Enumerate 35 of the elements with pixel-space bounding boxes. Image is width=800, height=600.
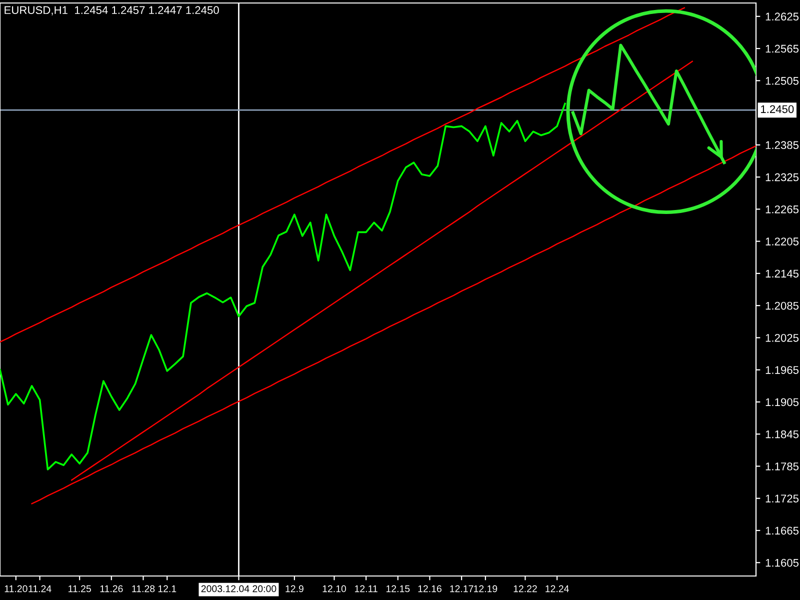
y-tick-label: 1.2625 <box>766 12 799 21</box>
y-tick-label: 1.1905 <box>766 398 799 406</box>
y-tick-label: 1.2025 <box>766 334 799 342</box>
x-tick-label: 12.15 <box>386 585 410 592</box>
y-tick-label: 1.2145 <box>766 270 799 278</box>
y-tick-label: 1.1965 <box>766 366 799 374</box>
x-tick-label: 11.20 <box>4 585 28 592</box>
chart-title: EURUSD,H1 1.2454 1.2457 1.2447 1.2450 <box>4 6 219 16</box>
y-tick-label: 1.1785 <box>766 462 799 470</box>
x-tick-label: 12.24 <box>546 585 569 592</box>
y-tick-label: 1.2085 <box>766 302 799 310</box>
x-tick-label: 11.25 <box>68 585 91 592</box>
y-tick-label: 1.2265 <box>766 205 799 214</box>
x-tick-label: 12.17 <box>450 585 474 592</box>
y-tick-label: 1.1845 <box>766 430 799 438</box>
y-tick-label: 1.2505 <box>766 76 799 85</box>
x-tick-label: 12.16 <box>418 585 442 592</box>
y-tick-label: 1.2205 <box>766 238 799 246</box>
x-tick-label: 11.24 <box>28 585 52 592</box>
x-tick-label: 11.26 <box>100 585 123 592</box>
y-tick-label: 1.1605 <box>766 558 799 567</box>
y-tick-label: 1.1665 <box>766 526 799 535</box>
y-tick-label: 1.2565 <box>766 44 799 53</box>
x-tick-label: 12.19 <box>474 585 498 592</box>
y-tick-label: 1.2325 <box>766 173 799 182</box>
x-tick-label: 2003.12.04 20:00 <box>201 585 276 592</box>
x-tick-label: 12.1 <box>158 585 176 592</box>
y-tick-label: 1.2385 <box>766 141 799 150</box>
ref-line-label: 1.2450 <box>761 105 794 114</box>
x-tick-label: 11.28 <box>132 585 155 592</box>
x-tick-label: 12.22 <box>514 585 537 592</box>
y-tick-label: 1.1725 <box>766 494 799 502</box>
x-tick-label: 12.11 <box>355 585 378 592</box>
x-tick-label: 12.9 <box>286 585 304 592</box>
x-tick-label: 12.10 <box>322 585 346 592</box>
